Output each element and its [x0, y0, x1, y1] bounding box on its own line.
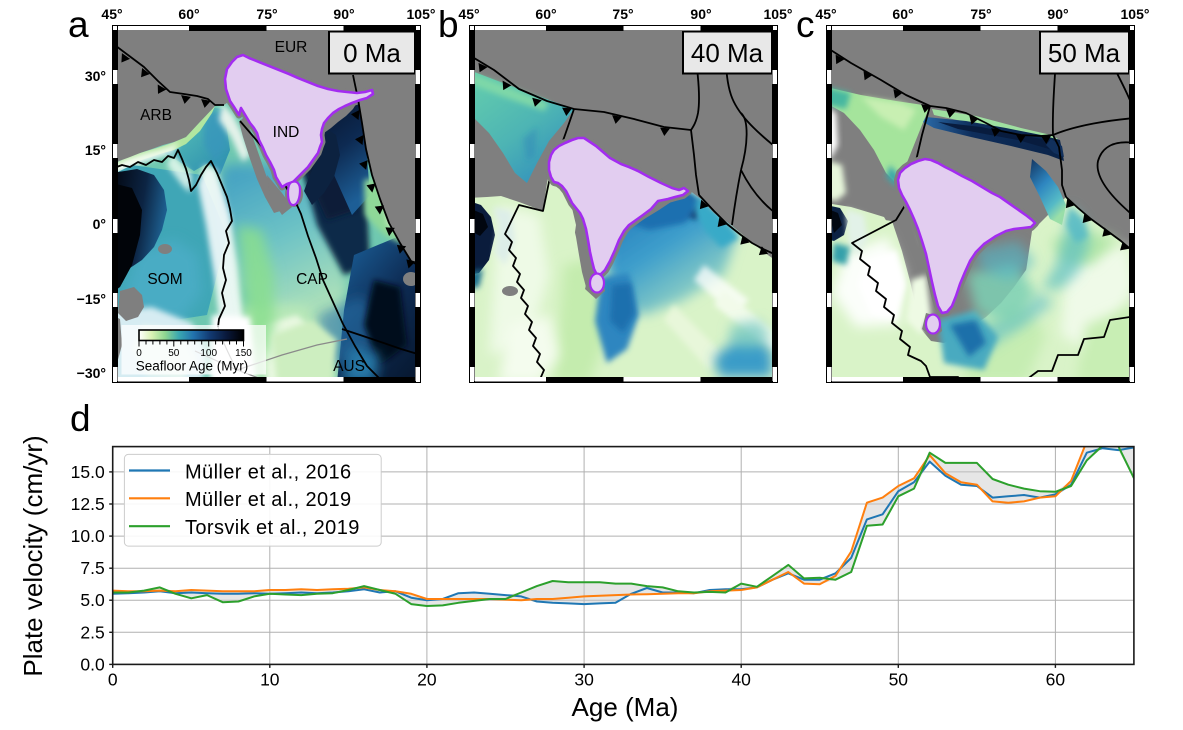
svg-text:7.5: 7.5 [80, 558, 104, 578]
svg-text:40: 40 [731, 669, 751, 689]
svg-text:Müller et al., 2019: Müller et al., 2019 [185, 489, 352, 511]
svg-text:50: 50 [889, 669, 909, 689]
svg-text:100: 100 [200, 348, 217, 359]
svg-text:5.0: 5.0 [80, 590, 105, 610]
svg-text:0: 0 [108, 669, 118, 689]
svg-text:SOM: SOM [147, 271, 182, 288]
svg-text:0: 0 [136, 348, 142, 359]
svg-text:Age (Ma): Age (Ma) [572, 692, 679, 722]
svg-text:Plate velocity (cm/yr): Plate velocity (cm/yr) [18, 435, 48, 676]
svg-text:60: 60 [1046, 669, 1066, 689]
svg-text:Müller et al., 2016: Müller et al., 2016 [185, 461, 352, 483]
svg-text:50: 50 [168, 348, 180, 359]
svg-text:10: 10 [260, 669, 280, 689]
svg-text:0.0: 0.0 [80, 654, 105, 674]
svg-text:40 Ma: 40 Ma [691, 38, 764, 68]
svg-text:12.5: 12.5 [71, 494, 105, 514]
svg-text:ARB: ARB [140, 107, 172, 124]
svg-text:0 Ma: 0 Ma [343, 38, 401, 68]
svg-text:CAP: CAP [296, 271, 328, 288]
svg-text:15.0: 15.0 [71, 462, 105, 482]
svg-text:EUR: EUR [275, 39, 308, 56]
svg-text:150: 150 [235, 348, 252, 359]
svg-text:10.0: 10.0 [71, 526, 105, 546]
svg-text:30: 30 [574, 669, 594, 689]
svg-text:Seafloor Age (Myr): Seafloor Age (Myr) [136, 359, 249, 374]
svg-text:Torsvik et al., 2019: Torsvik et al., 2019 [185, 517, 360, 539]
svg-text:20: 20 [417, 669, 437, 689]
svg-text:IND: IND [273, 124, 300, 141]
svg-text:2.5: 2.5 [80, 622, 104, 642]
svg-text:50 Ma: 50 Ma [1048, 38, 1121, 68]
svg-text:AUS: AUS [333, 358, 365, 375]
